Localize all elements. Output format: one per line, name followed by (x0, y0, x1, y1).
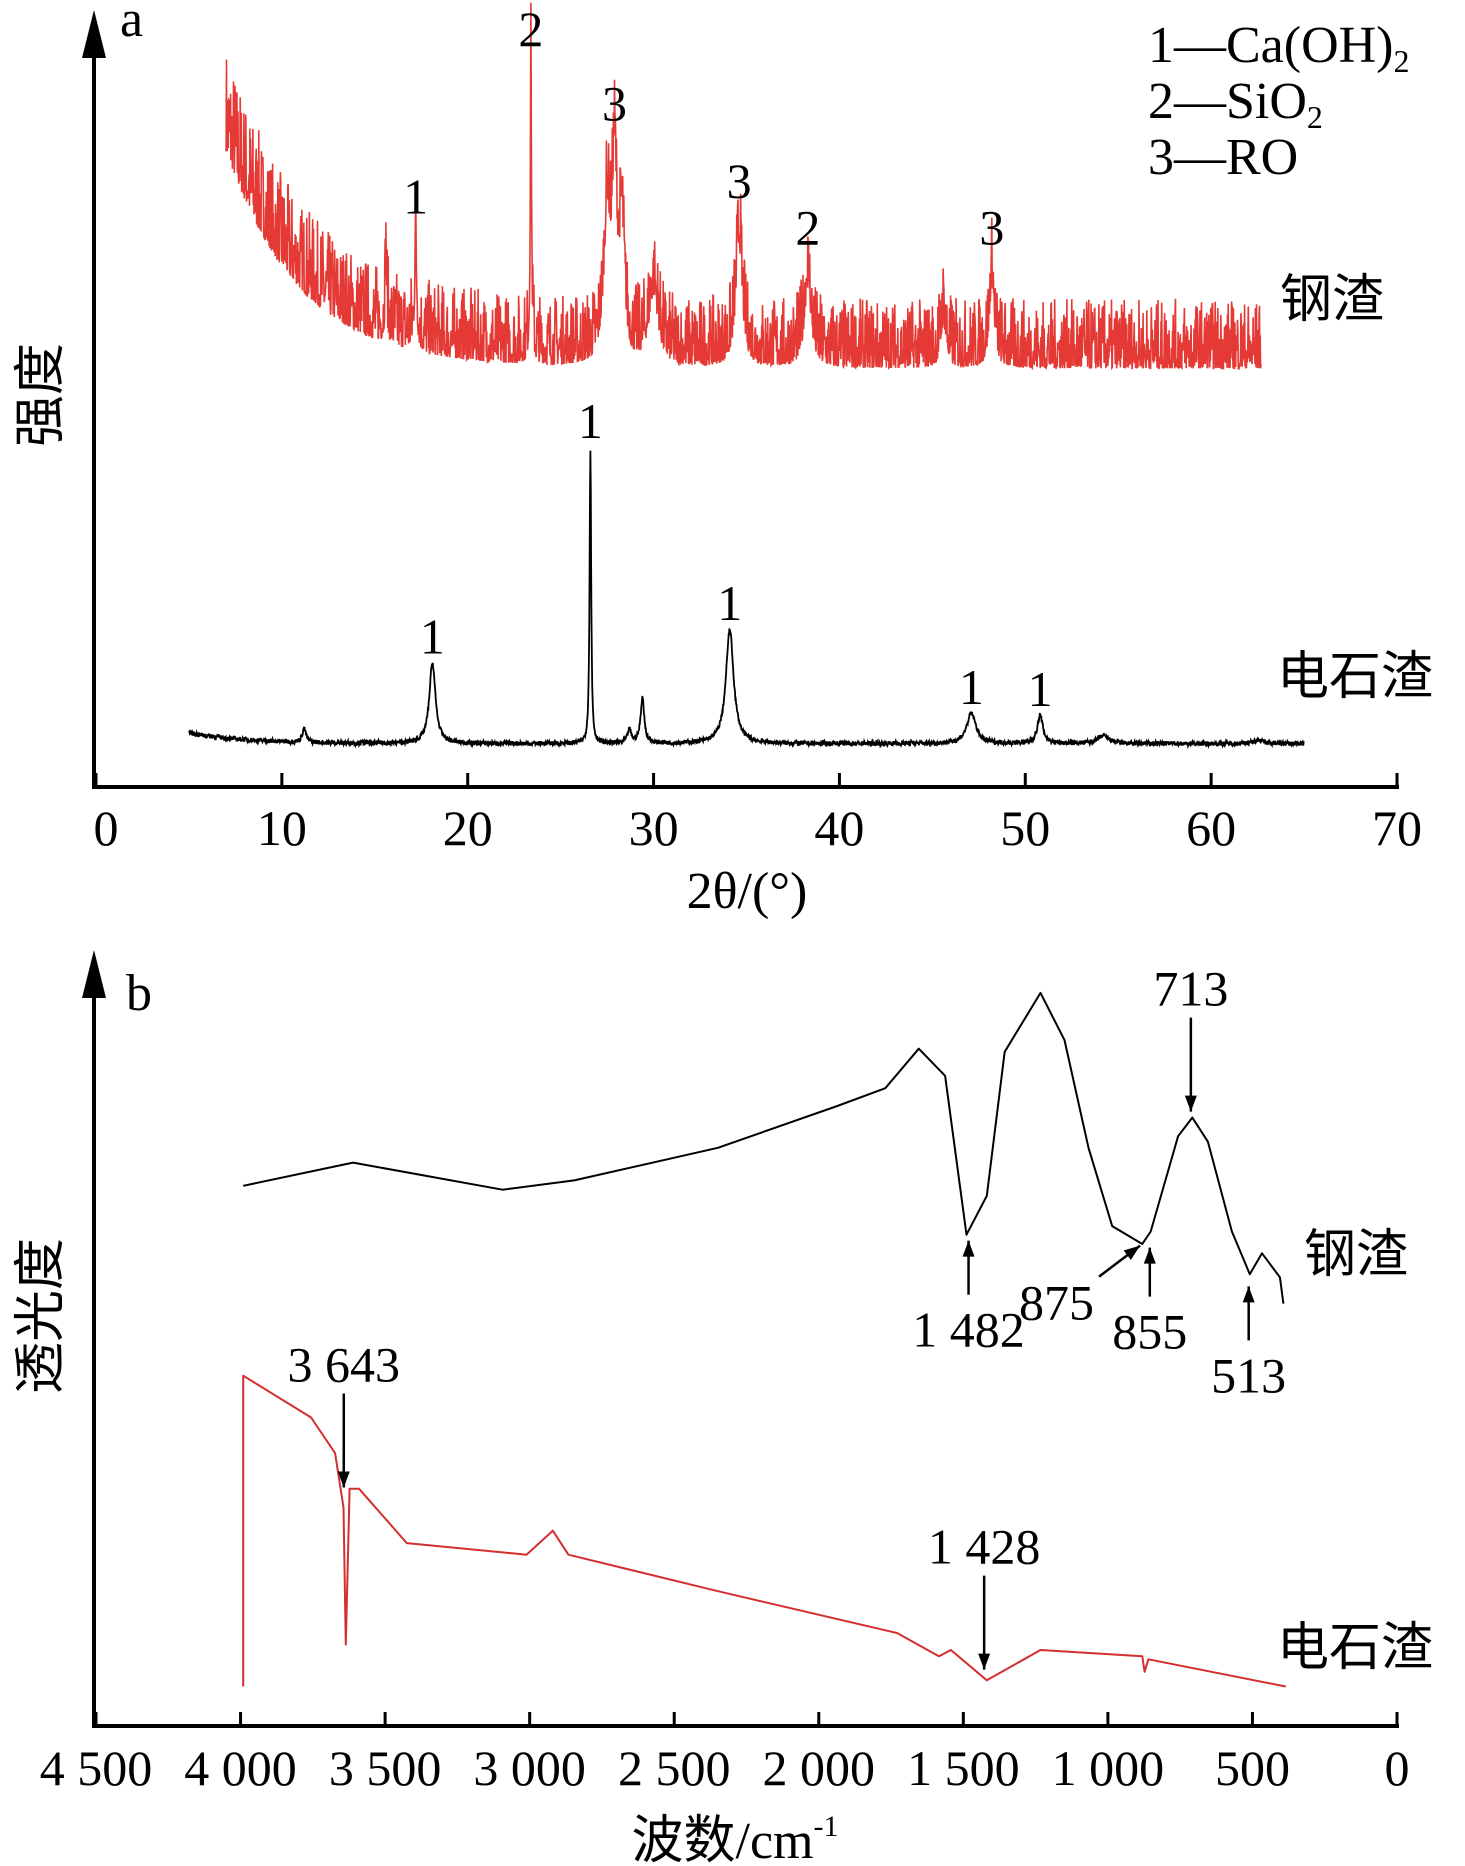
x-tick-label: 3 000 (473, 1740, 586, 1796)
panel-a-y-label: 强度 (13, 343, 70, 447)
peak-label: 2 (518, 1, 543, 57)
x-tick-label: 2 500 (618, 1740, 731, 1796)
x-tick-label: 0 (1385, 1740, 1410, 1796)
annotation-label: 855 (1112, 1304, 1187, 1360)
legend-key: 2—SiO (1148, 73, 1307, 130)
x-tick-label: 4 500 (40, 1740, 153, 1796)
panel-b-label: b (126, 965, 152, 1022)
peak-label: 3 (602, 75, 627, 131)
x-tick-label: 60 (1186, 800, 1236, 856)
annotation-label: 1 428 (928, 1519, 1041, 1575)
x-tick-label: 1 000 (1052, 1740, 1165, 1796)
peak-label: 1 (959, 659, 984, 715)
x-tick-label: 30 (629, 800, 679, 856)
panel-b-x-label: 波数/cm-1 (632, 1810, 839, 1866)
panel-b-ftir: b 透光度 波数/cm-1 4 500 4 000 3 500 3 000 2 500 2… (13, 950, 1433, 1866)
peak-annotation: 855 (1112, 1247, 1187, 1360)
x-tick-label: 1 500 (907, 1740, 1020, 1796)
panel-b-y-label: 透光度 (13, 1238, 70, 1394)
legend-subscript: 2 (1307, 99, 1323, 135)
peak-label: 1 (420, 608, 445, 664)
arrow-head-icon (1123, 1245, 1141, 1261)
legend-subscript: 2 (1394, 43, 1410, 79)
series-name-label: 电石渣 (1277, 1620, 1433, 1677)
series-line-carbide-slag (188, 450, 1305, 750)
panel-b-x-label-sup: -1 (813, 1810, 838, 1843)
series-name-label: 钢渣 (1280, 272, 1384, 329)
series-name-label: 电石渣 (1277, 649, 1433, 706)
x-tick-label: 3 500 (329, 1740, 442, 1796)
panel-b-x-label-main: 波数/cm (632, 1813, 814, 1866)
arrow-head-icon (1184, 1095, 1197, 1112)
x-tick-label: 50 (1000, 800, 1050, 856)
legend-key: 1—Ca(OH) (1148, 17, 1394, 74)
peak-label: 1 (403, 168, 428, 224)
peak-label: 1 (578, 393, 603, 449)
annotation-label: 513 (1211, 1347, 1286, 1403)
peak-annotation: 1 482 (912, 1240, 1025, 1358)
peak-label: 2 (795, 199, 820, 255)
series-line-steel-slag (225, 2, 1262, 371)
peak-label: 1 (717, 575, 742, 631)
legend-entry: 3—RO (1148, 129, 1298, 186)
arrow-head-icon (1242, 1286, 1255, 1303)
annotation-label: 3 643 (288, 1337, 401, 1393)
peak-label: 3 (979, 199, 1004, 255)
legend-entry: 1—Ca(OH)2 (1148, 17, 1410, 79)
peak-annotation: 713 (1153, 961, 1228, 1112)
peak-annotation: 513 (1211, 1286, 1286, 1403)
legend-key: 3—RO (1148, 129, 1298, 186)
annotation-label: 875 (1019, 1275, 1094, 1331)
peak-annotation: 1 428 (928, 1519, 1041, 1670)
arrow-head-icon (1143, 1247, 1156, 1264)
x-tick-label: 70 (1372, 800, 1422, 856)
peak-annotation: 3 643 (288, 1337, 401, 1488)
x-tick-label: 40 (814, 800, 864, 856)
arrow-head-icon (962, 1240, 975, 1257)
arrow-head-icon (978, 1653, 991, 1670)
series-line-steel-slag (242, 991, 1285, 1304)
arrow-head-icon (337, 1471, 350, 1488)
peak-annotation: 875 (1019, 1244, 1141, 1331)
annotation-label: 713 (1153, 961, 1228, 1017)
x-tick-label: 10 (257, 800, 307, 856)
annotation-label: 1 482 (912, 1302, 1025, 1358)
series-line-carbide-slag (242, 1374, 1286, 1688)
legend-entry: 2—SiO2 (1148, 73, 1323, 135)
x-tick-label: 500 (1215, 1740, 1290, 1796)
peak-label: 3 (727, 153, 752, 209)
panel-a-y-axis-arrow (82, 10, 106, 58)
x-tick-label: 4 000 (184, 1740, 297, 1796)
x-tick-label: 0 (94, 800, 119, 856)
panel-b-y-axis-arrow (82, 950, 106, 998)
x-tick-label: 20 (443, 800, 493, 856)
panel-a-x-label: 2θ/(°) (687, 863, 808, 920)
peak-label: 1 (1028, 661, 1053, 717)
x-tick-label: 2 000 (763, 1740, 876, 1796)
panel-a-label: a (120, 0, 143, 48)
series-name-label: 钢渣 (1304, 1227, 1408, 1284)
